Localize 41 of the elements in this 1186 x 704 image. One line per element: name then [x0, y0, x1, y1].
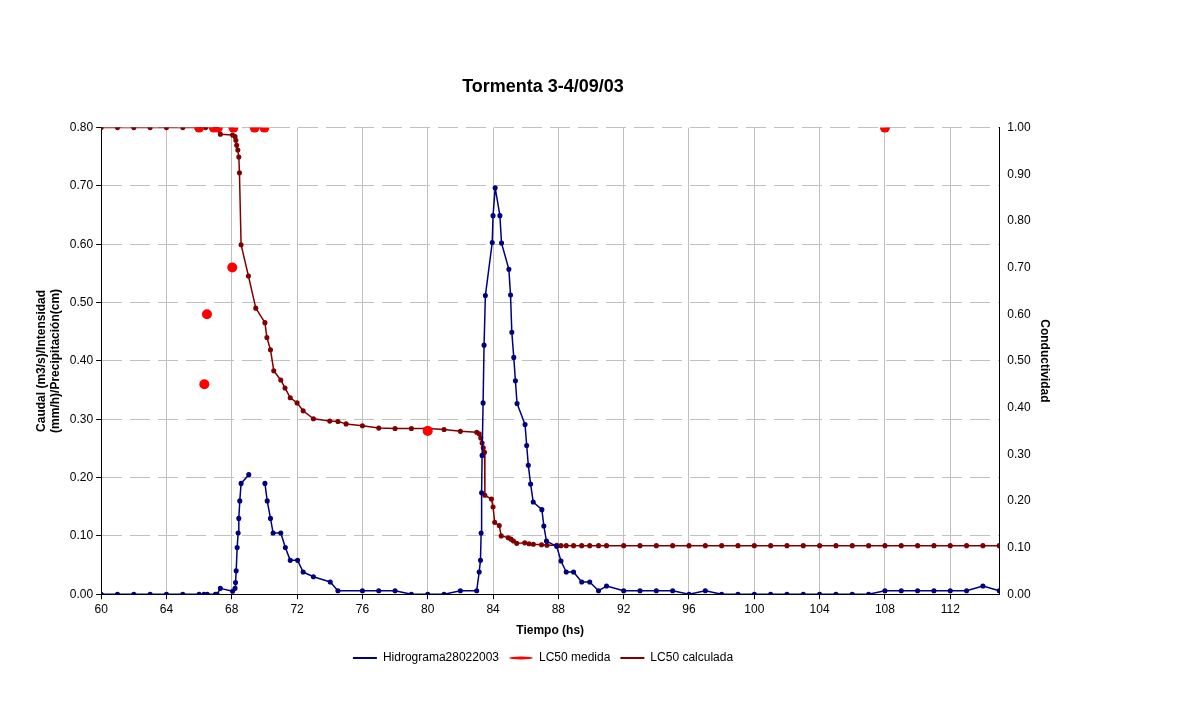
legend-label: LC50 calculada [650, 650, 734, 665]
x-tick-label: 84 [486, 601, 501, 616]
x-axis-title: Tiempo (hs) [516, 623, 585, 638]
y-tick-label: 0.10 [69, 528, 94, 543]
y2-tick-label: 0.80 [1007, 213, 1031, 228]
y-tick-label: 0.30 [69, 411, 94, 426]
x-tick-label: 96 [682, 601, 696, 616]
x-tick-label: 76 [355, 601, 370, 616]
y2-axis-title: Conductividad [1038, 319, 1053, 403]
legend-label: LC50 medida [538, 650, 611, 665]
x-tick-label: 88 [551, 601, 566, 616]
x-tick-label: 68 [225, 601, 239, 616]
y-tick-label: 0.50 [69, 294, 94, 309]
y-tick-label: 0.00 [69, 586, 94, 601]
y-tick-label: 0.60 [69, 236, 94, 251]
y2-tick-label: 0.70 [1007, 259, 1031, 274]
x-tick-label: 92 [617, 601, 631, 616]
x-tick-label: 104 [809, 601, 830, 616]
y2-tick-label: 0.30 [1007, 446, 1031, 461]
y-tick-label: 0.70 [69, 178, 94, 193]
x-tick-label: 60 [94, 601, 109, 616]
x-tick-label: 64 [159, 601, 174, 616]
y2-tick-label: 1.00 [1007, 119, 1031, 134]
x-tick-label: 72 [290, 601, 305, 616]
y-tick-label: 0.80 [69, 119, 94, 134]
x-tick-label: 80 [421, 601, 435, 616]
y2-tick-label: 0.60 [1007, 306, 1031, 321]
x-tick-label: 112 [940, 601, 961, 616]
y-axis-title: Caudal (m3/s)/Intensidad (mm/h)/Precipitación(cm) [33, 288, 62, 433]
y-tick-label: 0.40 [69, 353, 94, 368]
chart-title: Tormenta 3-4/09/03 [462, 75, 624, 96]
x-tick-label: 100 [744, 601, 765, 616]
x-tick-label: 108 [874, 601, 896, 616]
y2-tick-label: 0.20 [1007, 493, 1031, 508]
legend-label: Hidrograma28022003 [382, 650, 500, 665]
y-tick-label: 0.20 [69, 469, 94, 484]
y2-tick-label: 0.90 [1007, 166, 1031, 181]
y2-tick-label: 0.00 [1007, 586, 1031, 601]
y2-tick-label: 0.40 [1007, 399, 1031, 414]
y2-tick-label: 0.50 [1007, 353, 1031, 368]
y2-tick-label: 0.10 [1007, 539, 1031, 554]
